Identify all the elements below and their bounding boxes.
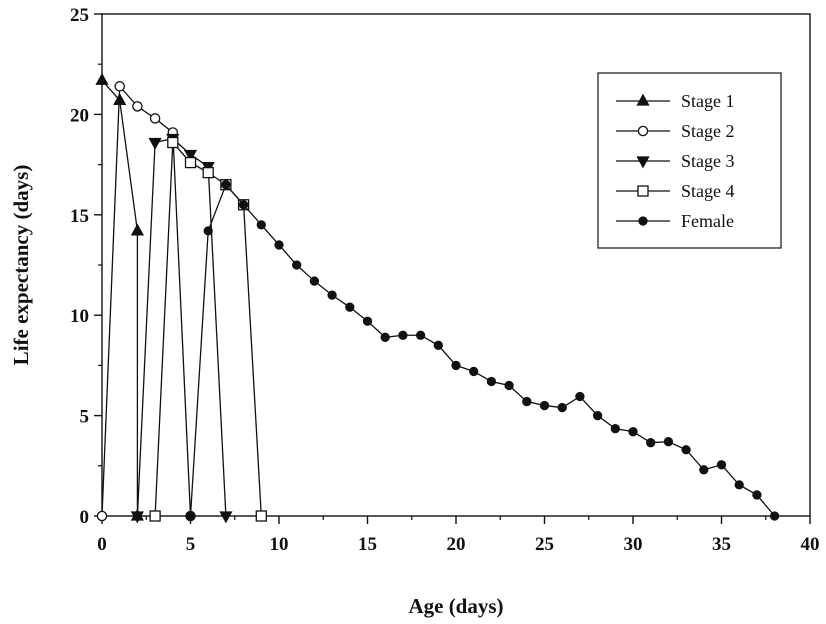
data-point-female bbox=[716, 460, 727, 470]
data-point-female bbox=[327, 290, 337, 300]
data-point-female bbox=[380, 332, 390, 342]
series-stage-2 bbox=[96, 81, 196, 522]
y-tick-label: 25 bbox=[70, 5, 89, 26]
data-point-female bbox=[646, 438, 656, 448]
data-point-stage-1 bbox=[130, 223, 144, 236]
data-point-female bbox=[769, 511, 780, 521]
data-point-stage-4 bbox=[202, 166, 214, 179]
legend-marker bbox=[637, 185, 649, 197]
x-tick-label: 0 bbox=[97, 534, 107, 555]
legend-item-stage-4: Stage 4 bbox=[616, 181, 735, 201]
data-point-female bbox=[734, 480, 744, 490]
legend-marker bbox=[638, 216, 648, 226]
series-layer bbox=[95, 72, 780, 524]
x-tick-label: 40 bbox=[801, 534, 820, 555]
data-point-stage-4 bbox=[149, 510, 161, 522]
data-point-female bbox=[238, 200, 249, 210]
data-point-female bbox=[221, 180, 231, 190]
series-stage-4 bbox=[149, 136, 267, 522]
data-point-female bbox=[575, 391, 585, 402]
data-point-stage-4 bbox=[184, 156, 197, 169]
data-point-stage-3 bbox=[219, 511, 233, 524]
data-point-female bbox=[345, 302, 355, 312]
legend: Stage 1 Stage 2 Stage 3 Stage 4 Female bbox=[597, 72, 782, 249]
data-point-female bbox=[309, 276, 320, 286]
data-point-female bbox=[628, 427, 638, 437]
data-point-female bbox=[415, 330, 426, 340]
legend-box bbox=[597, 72, 782, 249]
data-point-female bbox=[362, 316, 373, 326]
data-point-stage-2 bbox=[96, 510, 108, 522]
legend-item-stage-3: Stage 3 bbox=[616, 151, 735, 171]
legend-item-stage-2: Stage 2 bbox=[616, 121, 735, 141]
data-point-female bbox=[592, 410, 603, 421]
data-point-stage-4 bbox=[167, 136, 179, 149]
data-point-female bbox=[486, 376, 497, 387]
data-point-female bbox=[398, 330, 408, 340]
legend-marker bbox=[636, 93, 650, 106]
legend-label: Stage 3 bbox=[681, 151, 735, 171]
legend-label: Female bbox=[681, 211, 734, 231]
series-line-stage-1 bbox=[101, 79, 139, 516]
series-line-stage-4 bbox=[154, 140, 262, 517]
legend-marker bbox=[637, 125, 649, 137]
legend-label: Stage 2 bbox=[681, 121, 735, 141]
x-tick-label: 25 bbox=[535, 534, 554, 555]
data-point-female bbox=[663, 437, 674, 447]
data-point-female bbox=[203, 226, 213, 236]
data-point-female bbox=[681, 445, 691, 455]
data-point-stage-4 bbox=[255, 510, 267, 522]
data-point-female bbox=[451, 360, 461, 371]
x-tick-label: 15 bbox=[358, 534, 377, 555]
data-point-stage-2 bbox=[114, 81, 125, 92]
x-axis: 0 5 10 15 20 25 30 35 40 bbox=[97, 516, 820, 555]
y-axis-title: Life expectancy (days) bbox=[9, 165, 33, 366]
data-point-female bbox=[557, 402, 567, 413]
data-point-stage-1 bbox=[95, 72, 109, 85]
data-point-female bbox=[752, 490, 762, 500]
legend-marker bbox=[636, 156, 650, 169]
data-point-female bbox=[610, 424, 620, 434]
y-tick-label: 0 bbox=[80, 507, 90, 528]
legend-item-female: Female bbox=[616, 211, 734, 231]
y-tick-label: 10 bbox=[70, 306, 89, 327]
series-female bbox=[185, 180, 780, 521]
data-point-female bbox=[539, 400, 550, 411]
data-point-stage-3 bbox=[148, 137, 162, 150]
legend-item-stage-1: Stage 1 bbox=[616, 91, 735, 111]
data-point-female bbox=[522, 396, 532, 407]
y-tick-label: 20 bbox=[70, 105, 89, 126]
data-point-female bbox=[292, 260, 302, 270]
y-axis: 0 5 10 15 20 25 bbox=[70, 5, 102, 528]
data-point-female bbox=[504, 380, 514, 391]
data-point-stage-2 bbox=[132, 101, 143, 112]
x-tick-label: 5 bbox=[186, 534, 196, 555]
legend-label: Stage 4 bbox=[681, 181, 735, 201]
data-point-female bbox=[256, 220, 266, 230]
x-tick-label: 10 bbox=[270, 534, 289, 555]
data-point-stage-3 bbox=[130, 511, 144, 524]
series-line-stage-2 bbox=[101, 84, 192, 517]
x-axis-title: Age (days) bbox=[408, 594, 503, 618]
data-point-female bbox=[469, 366, 479, 377]
x-tick-label: 20 bbox=[447, 534, 466, 555]
data-point-stage-3 bbox=[183, 149, 198, 162]
data-point-female bbox=[274, 240, 284, 250]
data-point-stage-2 bbox=[149, 113, 161, 124]
x-tick-label: 35 bbox=[712, 534, 731, 555]
data-point-female bbox=[185, 511, 196, 521]
data-point-female bbox=[433, 340, 443, 350]
data-point-female bbox=[699, 465, 709, 475]
x-tick-label: 30 bbox=[624, 534, 643, 555]
series-line-female bbox=[189, 183, 776, 517]
series-stage-1 bbox=[95, 72, 144, 521]
y-tick-label: 5 bbox=[80, 407, 90, 428]
legend-label: Stage 1 bbox=[681, 91, 735, 111]
y-tick-label: 15 bbox=[70, 206, 89, 227]
